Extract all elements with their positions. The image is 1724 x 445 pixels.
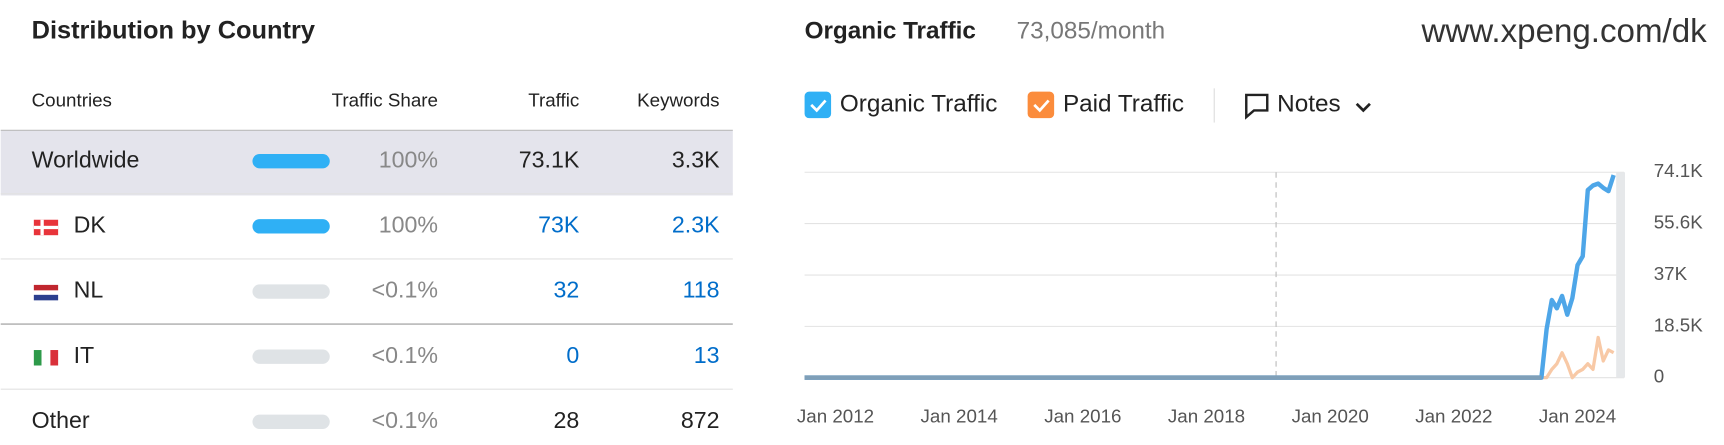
x-tick-label: Jan 2012: [797, 405, 874, 426]
notes-button[interactable]: Notes: [1277, 90, 1340, 117]
column-header: Countries: [32, 90, 112, 111]
keywords: 13: [694, 342, 720, 368]
country[interactable]: IT: [74, 342, 95, 368]
notes-icon[interactable]: [1245, 93, 1269, 120]
traffic: 73.1K: [519, 146, 580, 172]
country[interactable]: Worldwide: [32, 146, 140, 172]
x-tick-label: Jan 2024: [1539, 405, 1616, 426]
x-tick-label: Jan 2020: [1292, 405, 1369, 426]
share-bar: [252, 414, 330, 429]
y-tick-label: 18.5K: [1654, 314, 1704, 335]
share-bar: [252, 154, 330, 169]
y-tick-label: 74.1K: [1654, 160, 1704, 181]
column-header: Keywords: [637, 90, 719, 111]
y-tick-label: 55.6K: [1654, 211, 1704, 232]
share: <0.1%: [372, 342, 438, 368]
chart-subtitle: 73,085/month: [1017, 17, 1166, 44]
legend-check: [1033, 99, 1050, 113]
share-bar: [252, 284, 330, 299]
x-tick-label: Jan 2018: [1168, 405, 1245, 426]
share: 100%: [379, 146, 438, 172]
share-bar: [252, 349, 330, 364]
traffic: 0: [566, 342, 579, 368]
column-header: Traffic Share: [332, 90, 438, 111]
flags: [33, 219, 59, 366]
x-tick-label: Jan 2022: [1415, 405, 1492, 426]
x-tick-label: Jan 2014: [921, 405, 998, 426]
traffic: 28: [554, 407, 580, 433]
x-tick-label: Jan 2016: [1044, 405, 1121, 426]
country[interactable]: DK: [74, 211, 107, 237]
keywords: 872: [681, 407, 720, 433]
share: <0.1%: [372, 407, 438, 433]
share: <0.1%: [372, 277, 438, 303]
keywords: 2.3K: [672, 211, 720, 237]
series-line: [804, 335, 1615, 380]
legend-label[interactable]: Organic Traffic: [840, 90, 997, 117]
chart-title: Organic Traffic: [805, 17, 976, 44]
country[interactable]: NL: [74, 277, 104, 303]
site-url: www.xpeng.com/dk: [1420, 13, 1707, 50]
traffic: 32: [554, 277, 580, 303]
row-highlight: [0, 130, 733, 196]
legend-check: [810, 99, 827, 113]
keywords: 118: [683, 277, 720, 303]
share-bar: [252, 219, 330, 234]
country[interactable]: Other: [32, 407, 90, 433]
traffic: 73K: [538, 211, 580, 237]
column-header: Traffic: [528, 90, 579, 111]
legend-checkbox[interactable]: [1027, 91, 1055, 119]
share: 100%: [379, 211, 438, 237]
legend-checkbox[interactable]: [804, 91, 832, 119]
legend-label[interactable]: Paid Traffic: [1063, 90, 1184, 117]
keywords: 3.3K: [672, 146, 720, 172]
y-tick-label: 0: [1654, 366, 1664, 387]
notes-chevron[interactable]: [1355, 102, 1371, 113]
series-line: [804, 174, 1616, 380]
y-tick-label: 37K: [1654, 263, 1688, 284]
incomplete-period: [1616, 172, 1626, 378]
table-title: Distribution by Country: [32, 17, 315, 45]
